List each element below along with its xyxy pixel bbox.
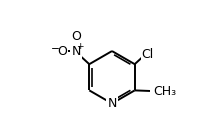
Text: +: +: [76, 42, 84, 51]
Text: −: −: [51, 44, 60, 54]
Text: O: O: [151, 85, 161, 98]
Text: Cl: Cl: [142, 48, 154, 61]
Text: N: N: [71, 45, 81, 58]
Text: N: N: [107, 97, 117, 110]
Text: O: O: [57, 45, 67, 58]
Text: CH₃: CH₃: [153, 85, 176, 98]
Text: O: O: [71, 30, 81, 43]
